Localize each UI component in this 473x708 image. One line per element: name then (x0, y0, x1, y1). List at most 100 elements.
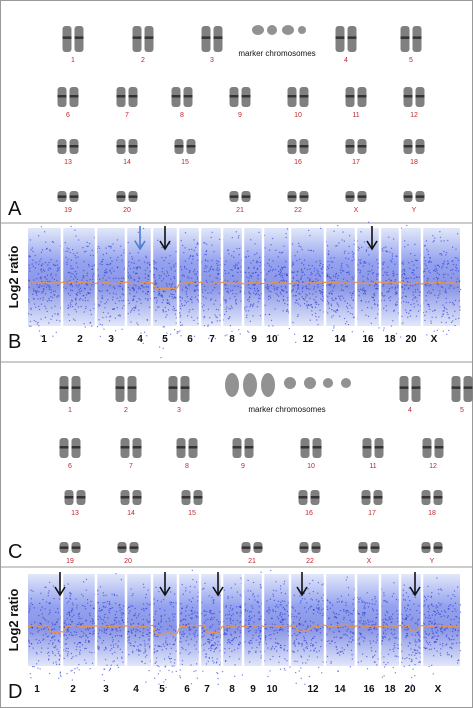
cnv-point (191, 613, 193, 615)
cnv-point (179, 280, 182, 283)
cnv-point (298, 670, 300, 672)
cnv-point (450, 656, 453, 658)
cnv-point (28, 255, 31, 257)
cnv-point (238, 605, 240, 608)
cnv-point (279, 644, 282, 647)
cnv-point (119, 314, 121, 316)
cnv-point (362, 275, 364, 277)
cnv-point (118, 620, 120, 623)
cnv-point (224, 269, 226, 272)
cnv-point (66, 631, 68, 633)
chromosome-band (300, 446, 310, 449)
cnv-point (284, 302, 286, 305)
axis-label: Log2 ratio (6, 589, 21, 652)
cnv-point (436, 609, 439, 612)
cnv-point (180, 239, 182, 242)
cnv-point (291, 281, 293, 283)
cnv-point (424, 604, 426, 606)
chromosome-band (335, 36, 345, 39)
cnv-point (442, 304, 444, 306)
cnv-point (66, 629, 69, 631)
cnv-point (112, 292, 115, 294)
cnv-point (231, 596, 233, 598)
cnv-point (159, 295, 161, 297)
cnv-point (127, 312, 129, 315)
cnv-point (131, 287, 133, 289)
cnv-point (74, 642, 76, 644)
chromosome-band (229, 195, 239, 198)
cnv-point (166, 643, 168, 645)
cnv-point (282, 299, 285, 302)
cnv-point (309, 625, 312, 627)
cnv-point (144, 650, 147, 652)
cnv-point (38, 235, 40, 237)
cnv-point (173, 643, 175, 645)
cnv-point (58, 295, 60, 297)
cnv-point (456, 257, 458, 259)
cnv-point (457, 233, 459, 235)
cnv-point (74, 275, 76, 277)
cnv-point (132, 622, 135, 625)
cnv-point (233, 649, 236, 651)
cnv-point (374, 303, 376, 305)
chromosome-band (144, 36, 154, 39)
cnv-point (141, 285, 143, 287)
cnv-point (144, 277, 147, 279)
cnv-point (339, 637, 341, 639)
cnv-point (103, 649, 105, 651)
cnv-point (46, 626, 48, 628)
cnv-point (37, 667, 39, 669)
cnv-point (408, 658, 411, 660)
cnv-point (269, 313, 271, 316)
cnv-point (229, 607, 231, 609)
cnv-point (414, 596, 416, 598)
cnv-point (63, 626, 65, 628)
cnv-point (344, 300, 346, 302)
cnv-point (419, 652, 421, 655)
cnv-point (225, 287, 227, 290)
cnv-point (412, 299, 414, 301)
cnv-point (181, 663, 183, 666)
cnv-point (444, 611, 447, 613)
cnv-point (303, 259, 306, 261)
cnv-point (329, 607, 331, 609)
cnv-point (105, 628, 107, 631)
cnv-point (407, 277, 409, 279)
cnv-point (98, 303, 100, 306)
cnv-point (65, 650, 67, 652)
cnv-point (239, 635, 241, 638)
cnv-point (165, 275, 168, 277)
cnv-point (109, 603, 111, 606)
cnv-point (427, 595, 429, 597)
cnv-point (144, 273, 146, 275)
cnv-point (49, 602, 51, 604)
cnv-point (395, 279, 397, 281)
cnv-point (272, 325, 274, 327)
cnv-point (413, 269, 415, 272)
cnv-point (433, 239, 435, 242)
cnv-point (321, 266, 324, 268)
cnv-point (299, 595, 301, 597)
cnv-point (235, 298, 237, 301)
cnv-point (281, 618, 283, 620)
cnv-point (238, 329, 240, 331)
cnv-point (257, 600, 259, 603)
cnv-point (92, 275, 94, 277)
cnv-point (433, 655, 435, 657)
cnv-point (317, 270, 319, 273)
cnv-point (133, 290, 135, 292)
cnv-point (333, 613, 336, 615)
cnv-point (197, 294, 199, 296)
cnv-point (388, 282, 390, 284)
cnv-point (123, 252, 125, 254)
cnv-point (58, 598, 60, 600)
cnv-point (366, 602, 368, 604)
cnv-point (314, 301, 316, 304)
cnv-point (106, 625, 108, 627)
cnv-point (381, 294, 383, 296)
cnv-point (333, 631, 335, 633)
cnv-point (391, 618, 393, 620)
cnv-point (138, 276, 140, 279)
cnv-point (268, 634, 270, 636)
cnv-point (133, 295, 135, 297)
